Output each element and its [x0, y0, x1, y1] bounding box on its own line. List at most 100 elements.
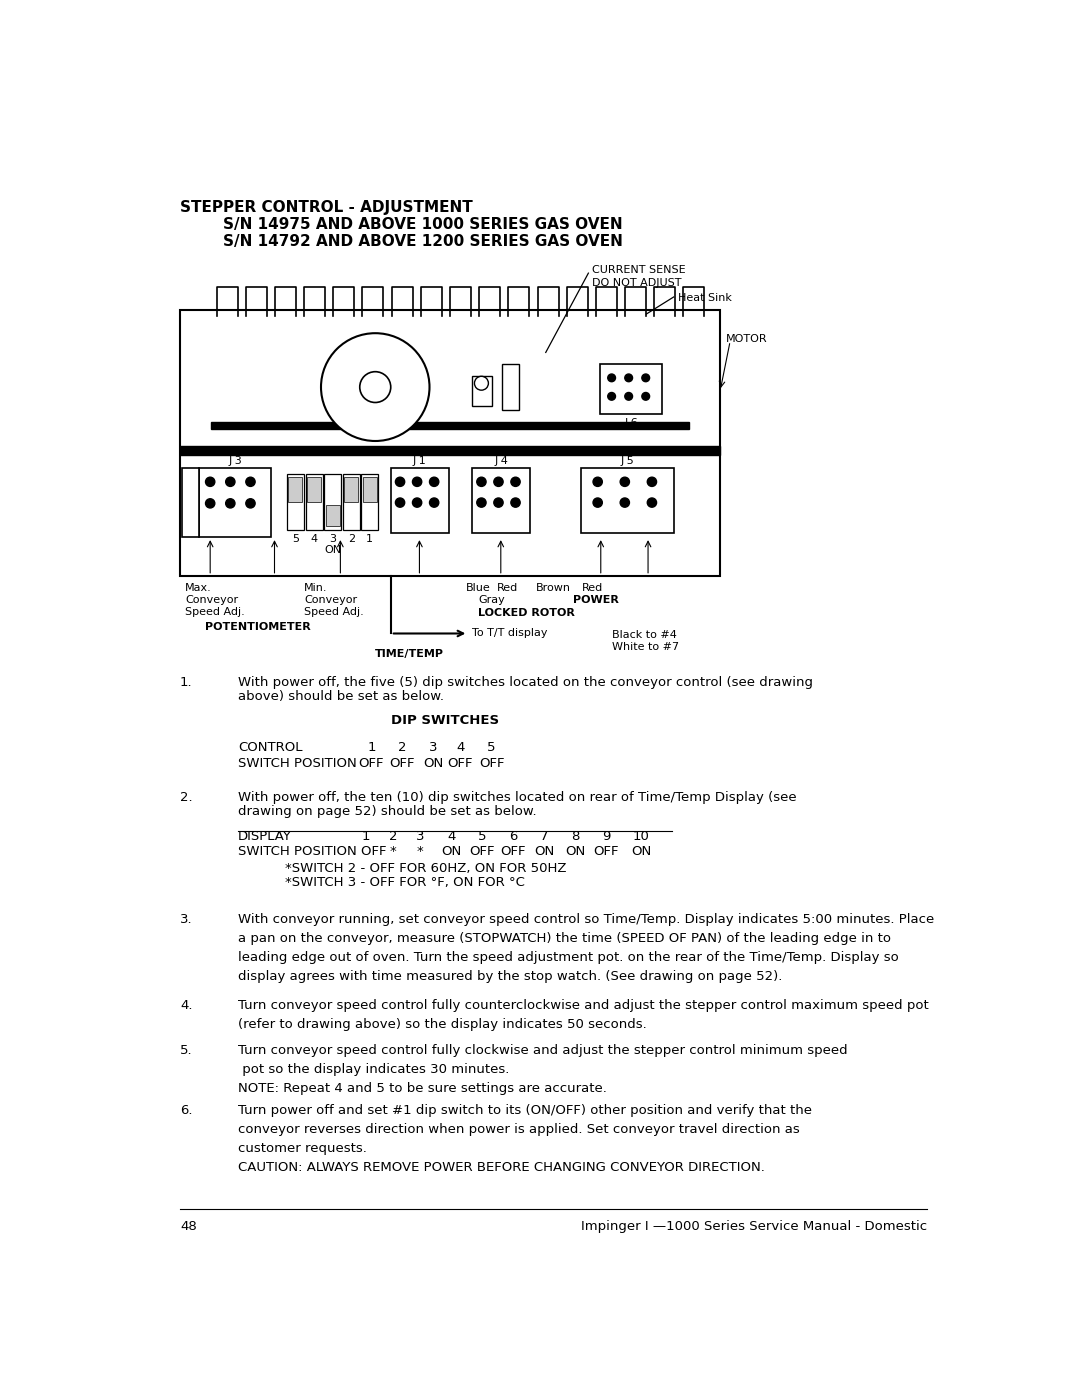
Text: J 6: J 6: [624, 418, 638, 427]
Text: 6: 6: [509, 830, 517, 842]
Circle shape: [413, 497, 422, 507]
Text: LOCKED ROTOR: LOCKED ROTOR: [478, 608, 576, 617]
Text: POTENTIOMETER: POTENTIOMETER: [205, 622, 311, 631]
Circle shape: [620, 497, 630, 507]
Text: 1.: 1.: [180, 676, 192, 689]
Text: Max.: Max.: [186, 584, 212, 594]
Text: Speed Adj.: Speed Adj.: [186, 606, 245, 616]
Text: J 5: J 5: [620, 457, 634, 467]
Circle shape: [625, 393, 633, 400]
Text: S/N 14975 AND ABOVE 1000 SERIES GAS OVEN: S/N 14975 AND ABOVE 1000 SERIES GAS OVEN: [222, 217, 622, 232]
Circle shape: [430, 478, 438, 486]
Bar: [306, 474, 323, 529]
Text: OFF: OFF: [470, 845, 495, 858]
Text: 9: 9: [602, 830, 610, 842]
Text: *: *: [390, 845, 396, 858]
Text: 2: 2: [348, 534, 355, 545]
Circle shape: [395, 497, 405, 507]
Circle shape: [511, 478, 521, 486]
Text: 4: 4: [310, 534, 318, 545]
Text: SWITCH POSITION OFF: SWITCH POSITION OFF: [238, 845, 387, 858]
Text: drawing on page 52) should be set as below.: drawing on page 52) should be set as bel…: [238, 805, 537, 819]
Text: ON: ON: [565, 845, 585, 858]
Text: 5: 5: [487, 742, 496, 754]
Bar: [600, 365, 662, 414]
Bar: [287, 474, 303, 529]
Text: 6.: 6.: [180, 1104, 192, 1118]
Text: To T/T display: To T/T display: [472, 629, 548, 638]
Text: 3.: 3.: [180, 914, 192, 926]
Circle shape: [474, 376, 488, 390]
Text: With conveyor running, set conveyor speed control so Time/Temp. Display indicate: With conveyor running, set conveyor spee…: [238, 914, 934, 983]
Text: *: *: [417, 845, 423, 858]
Text: DIP SWITCHES: DIP SWITCHES: [391, 714, 499, 728]
Text: Turn conveyor speed control fully clockwise and adjust the stepper control minim: Turn conveyor speed control fully clockw…: [238, 1044, 848, 1095]
Text: SWITCH POSITION: SWITCH POSITION: [238, 757, 356, 770]
Bar: [362, 474, 378, 529]
Text: Turn power off and set #1 dip switch to its (ON/OFF) other position and verify t: Turn power off and set #1 dip switch to …: [238, 1104, 812, 1173]
Circle shape: [476, 478, 486, 486]
Text: OFF: OFF: [478, 757, 504, 770]
Text: DO NOT ADJUST: DO NOT ADJUST: [592, 278, 681, 288]
Bar: [211, 422, 689, 429]
Text: 5: 5: [292, 534, 299, 545]
Text: 5.: 5.: [180, 1044, 192, 1058]
Text: Turn conveyor speed control fully counterclockwise and adjust the stepper contro: Turn conveyor speed control fully counte…: [238, 999, 929, 1031]
Text: CURRENT SENSE: CURRENT SENSE: [592, 265, 686, 275]
Text: Conveyor: Conveyor: [303, 595, 357, 605]
Text: 1: 1: [362, 830, 370, 842]
Text: Heat Sink: Heat Sink: [677, 293, 731, 303]
Circle shape: [647, 478, 657, 486]
Bar: [581, 468, 674, 534]
Text: J 3: J 3: [228, 457, 242, 467]
Circle shape: [226, 499, 235, 509]
Bar: [307, 478, 321, 502]
Text: ON: ON: [324, 545, 341, 555]
Text: 2.: 2.: [180, 791, 192, 805]
Text: ON: ON: [423, 757, 444, 770]
Circle shape: [593, 478, 603, 486]
Bar: [342, 474, 360, 529]
Text: ON: ON: [441, 845, 461, 858]
Bar: [326, 504, 339, 527]
Text: 5: 5: [478, 830, 486, 842]
Text: OFF: OFF: [500, 845, 526, 858]
Text: above) should be set as below.: above) should be set as below.: [238, 690, 444, 703]
Text: TIME/TEMP: TIME/TEMP: [375, 648, 444, 659]
Bar: [472, 376, 491, 407]
Text: 4: 4: [457, 742, 464, 754]
Bar: [363, 478, 377, 502]
Text: 1: 1: [367, 742, 376, 754]
Text: 2: 2: [399, 742, 407, 754]
Circle shape: [511, 497, 521, 507]
Text: Min.: Min.: [303, 584, 327, 594]
Bar: [501, 365, 518, 411]
Text: *SWITCH 2 - OFF FOR 60HZ, ON FOR 50HZ: *SWITCH 2 - OFF FOR 60HZ, ON FOR 50HZ: [284, 862, 566, 875]
Text: Red: Red: [582, 584, 603, 594]
Text: MOTOR: MOTOR: [726, 334, 767, 344]
Circle shape: [395, 478, 405, 486]
Circle shape: [625, 374, 633, 381]
Text: ON: ON: [535, 845, 554, 858]
Text: 10: 10: [633, 830, 649, 842]
Circle shape: [360, 372, 391, 402]
Circle shape: [430, 497, 438, 507]
Text: Red: Red: [497, 584, 517, 594]
Text: 8: 8: [571, 830, 579, 842]
Text: Black to #4: Black to #4: [611, 630, 676, 640]
Circle shape: [321, 334, 430, 441]
Text: 4: 4: [447, 830, 456, 842]
Bar: [181, 468, 199, 538]
Text: Conveyor: Conveyor: [186, 595, 239, 605]
Circle shape: [205, 499, 215, 509]
Text: With power off, the ten (10) dip switches located on rear of Time/Temp Display (: With power off, the ten (10) dip switche…: [238, 791, 797, 805]
Text: Brown: Brown: [536, 584, 571, 594]
Text: 4.: 4.: [180, 999, 192, 1013]
Text: 3: 3: [329, 534, 336, 545]
Text: 2: 2: [389, 830, 397, 842]
Circle shape: [226, 478, 235, 486]
Text: White to #7: White to #7: [611, 643, 678, 652]
Circle shape: [608, 393, 616, 400]
Text: 1: 1: [366, 534, 374, 545]
Circle shape: [593, 497, 603, 507]
